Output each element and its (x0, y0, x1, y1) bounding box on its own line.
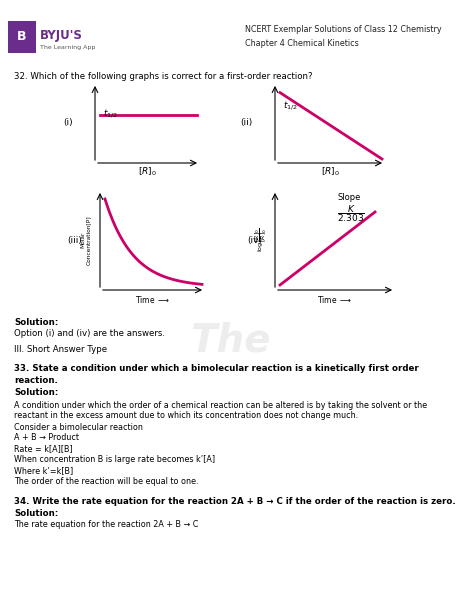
Text: Rate = k[A][B]: Rate = k[A][B] (14, 444, 73, 454)
Text: III. Short Answer Type: III. Short Answer Type (14, 346, 107, 354)
Text: Option (i) and (iv) are the answers.: Option (i) and (iv) are the answers. (14, 329, 165, 338)
Text: reactant in the excess amount due to which its concentration does not change muc: reactant in the excess amount due to whi… (14, 411, 358, 421)
Text: Solution:: Solution: (14, 318, 58, 327)
Text: (iv): (iv) (247, 235, 262, 245)
Text: The order of the reaction will be equal to one.: The order of the reaction will be equal … (14, 478, 199, 487)
Text: Solution:: Solution: (14, 509, 58, 519)
Text: B: B (17, 31, 27, 44)
Text: 32. Which of the following graphs is correct for a first-order reaction?: 32. Which of the following graphs is cor… (14, 72, 312, 81)
Text: 34. Write the rate equation for the reaction 2A + B → C if the order of the reac: 34. Write the rate equation for the reac… (14, 497, 456, 506)
Text: Chapter 4 Chemical Kinetics: Chapter 4 Chemical Kinetics (245, 39, 359, 47)
Text: Time $\longrightarrow$: Time $\longrightarrow$ (135, 294, 170, 305)
Bar (8, 21, 36, 53)
Text: A + B → Product: A + B → Product (14, 433, 79, 443)
Text: NCERT Exemplar Solutions of Class 12 Chemistry: NCERT Exemplar Solutions of Class 12 Che… (245, 26, 442, 34)
Text: 33. State a condition under which a bimolecular reaction is a kinetically first : 33. State a condition under which a bimo… (14, 364, 419, 373)
Text: $[R]_0$: $[R]_0$ (320, 166, 339, 178)
Text: https://byjus.com: https://byjus.com (194, 588, 280, 598)
Text: (i): (i) (64, 118, 73, 128)
Text: $\log\dfrac{[R]_0}{[R]_0}$: $\log\dfrac{[R]_0}{[R]_0}$ (253, 228, 269, 252)
Text: A condition under which the order of a chemical reaction can be altered is by ta: A condition under which the order of a c… (14, 400, 427, 409)
Text: Molar
Concentration[P]: Molar Concentration[P] (81, 215, 91, 265)
Text: Slope: Slope (337, 193, 361, 202)
Text: $t_{1/2}$: $t_{1/2}$ (103, 107, 118, 120)
Text: (ii): (ii) (241, 118, 253, 128)
Text: (iii): (iii) (67, 235, 82, 245)
Text: $t_{1/2}$: $t_{1/2}$ (283, 99, 298, 112)
Text: Where k’=k[B]: Where k’=k[B] (14, 466, 73, 476)
Text: The rate equation for the reaction 2A + B → C: The rate equation for the reaction 2A + … (14, 520, 199, 530)
Text: BYJU'S: BYJU'S (40, 28, 83, 42)
Text: When concentration B is large rate becomes k’[A]: When concentration B is large rate becom… (14, 455, 215, 465)
Text: $\dfrac{K}{2.303}$: $\dfrac{K}{2.303}$ (337, 204, 365, 224)
Text: Solution:: Solution: (14, 389, 58, 397)
Text: $[R]_0$: $[R]_0$ (138, 166, 157, 178)
Text: reaction.: reaction. (14, 376, 58, 386)
Text: The Learning App: The Learning App (40, 45, 95, 50)
Text: Time $\longrightarrow$: Time $\longrightarrow$ (318, 294, 353, 305)
Text: The: The (190, 321, 270, 359)
Text: Consider a bimolecular reaction: Consider a bimolecular reaction (14, 422, 143, 432)
